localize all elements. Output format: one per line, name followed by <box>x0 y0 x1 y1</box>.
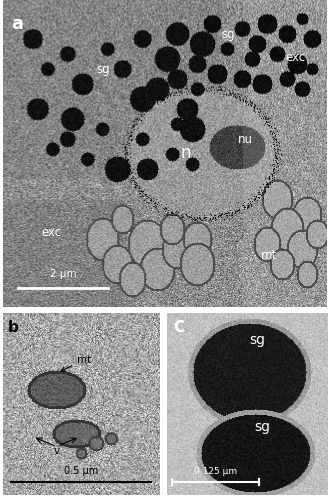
Text: exc: exc <box>41 226 61 239</box>
Text: sg: sg <box>221 28 235 42</box>
Text: n: n <box>181 144 191 162</box>
Text: 2 μm: 2 μm <box>50 268 76 278</box>
Text: 0.125 μm: 0.125 μm <box>194 466 237 475</box>
Text: a: a <box>11 15 23 33</box>
Text: nu: nu <box>238 134 253 146</box>
Text: C: C <box>173 320 184 336</box>
Text: mt: mt <box>261 249 277 262</box>
Text: sg: sg <box>96 64 110 76</box>
Text: 0.5 μm: 0.5 μm <box>64 466 98 475</box>
Text: v: v <box>53 446 60 456</box>
Text: mt: mt <box>61 355 91 371</box>
Text: exc: exc <box>286 52 306 64</box>
Text: sg: sg <box>255 420 270 434</box>
Text: sg: sg <box>250 332 265 346</box>
Text: b: b <box>8 320 19 336</box>
